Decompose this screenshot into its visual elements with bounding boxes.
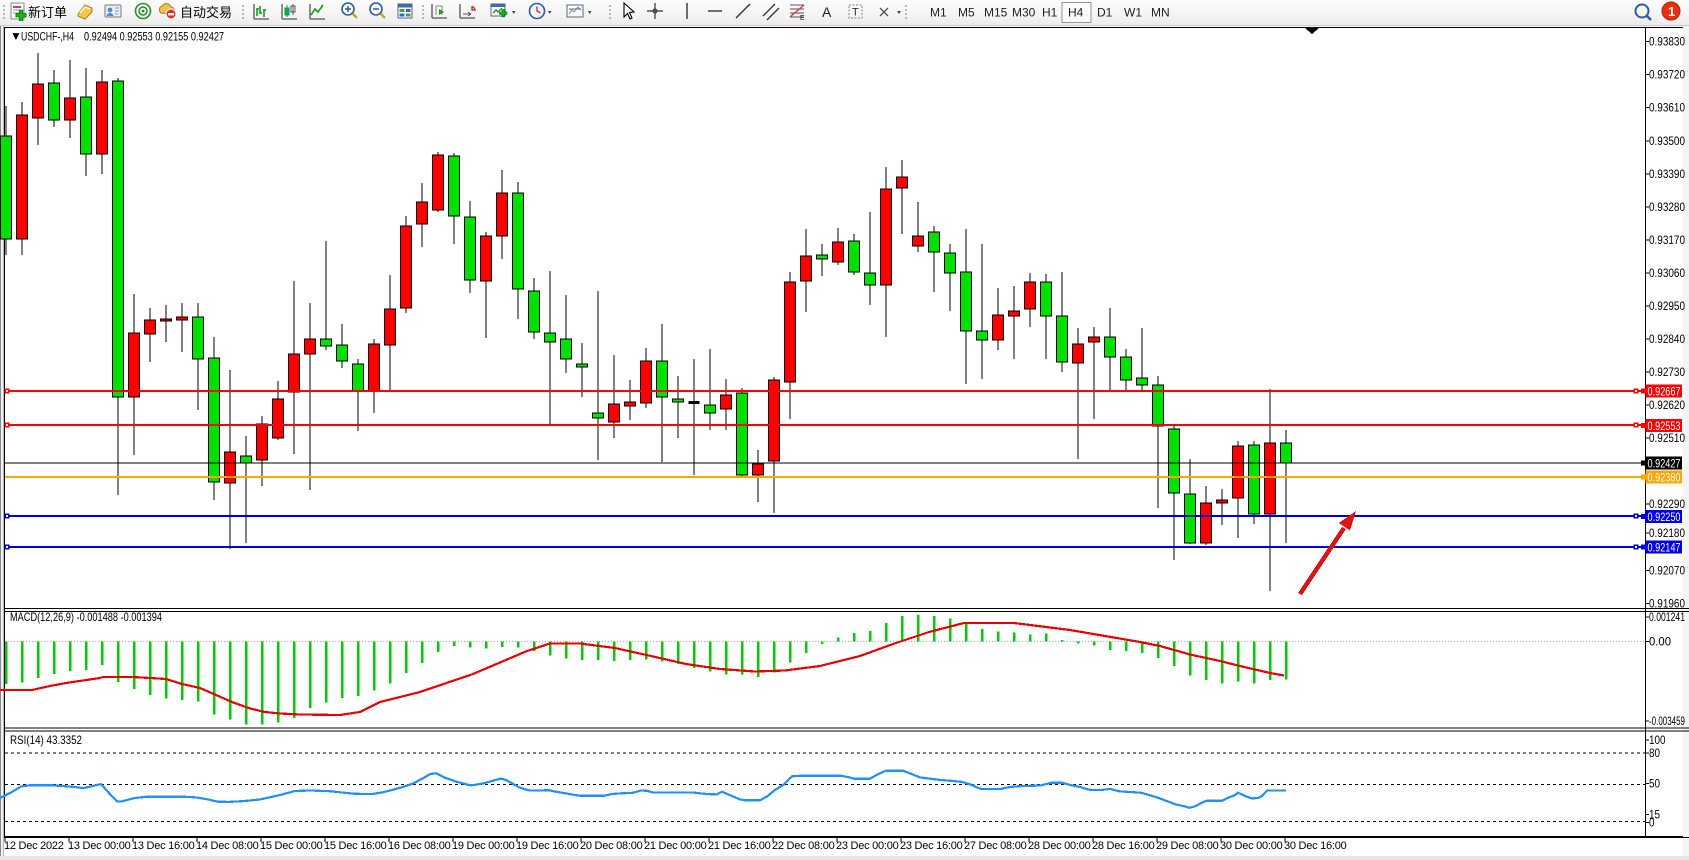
svg-text:0.91960: 0.91960 [1649,598,1685,610]
svg-text:21 Dec 00:00: 21 Dec 00:00 [644,840,707,852]
svg-text:0.001241: 0.001241 [1649,612,1685,624]
svg-text:0.92380: 0.92380 [1648,473,1681,485]
svg-text:0.92250: 0.92250 [1648,512,1681,524]
svg-text:RSI(14) 43.3352: RSI(14) 43.3352 [10,733,82,747]
svg-text:自动交易: 自动交易 [180,5,232,20]
svg-text:0.93060: 0.93060 [1649,268,1685,280]
svg-text:USDCHF-,H4: USDCHF-,H4 [21,30,74,44]
svg-text:0.93280: 0.93280 [1649,202,1685,214]
svg-text:0.93170: 0.93170 [1649,235,1685,247]
svg-text:22 Dec 08:00: 22 Dec 08:00 [772,840,835,852]
svg-text:50: 50 [1649,779,1660,791]
svg-text:13 Dec 16:00: 13 Dec 16:00 [132,840,195,852]
svg-text:H1: H1 [1042,6,1058,20]
svg-text:D1: D1 [1097,6,1113,20]
svg-text:M5: M5 [958,6,975,20]
svg-text:30 Dec 16:00: 30 Dec 16:00 [1284,840,1347,852]
svg-text:0.92070: 0.92070 [1649,565,1685,577]
svg-text:M1: M1 [930,6,947,20]
svg-text:16 Dec 08:00: 16 Dec 08:00 [388,840,451,852]
svg-text:27 Dec 08:00: 27 Dec 08:00 [964,840,1027,852]
svg-text:1: 1 [1668,4,1675,19]
svg-text:14 Dec 08:00: 14 Dec 08:00 [196,840,259,852]
svg-text:13 Dec 00:00: 13 Dec 00:00 [68,840,131,852]
svg-text:0.93830: 0.93830 [1649,37,1685,49]
svg-text:0.92553: 0.92553 [1648,421,1681,433]
svg-text:A: A [822,4,832,20]
svg-text:E: E [800,15,805,22]
svg-text:100: 100 [1649,735,1666,747]
svg-text:28 Dec 16:00: 28 Dec 16:00 [1092,840,1155,852]
svg-text:0.93500: 0.93500 [1649,136,1685,148]
svg-text:0.92494 0.92553 0.92155 0.9242: 0.92494 0.92553 0.92155 0.92427 [84,30,224,44]
svg-text:M15: M15 [984,6,1008,20]
svg-text:0.92147: 0.92147 [1648,543,1681,555]
svg-text:80: 80 [1649,748,1660,760]
svg-text:0.93390: 0.93390 [1649,169,1685,181]
svg-text:19 Dec 00:00: 19 Dec 00:00 [452,840,515,852]
svg-text:0.92620: 0.92620 [1649,400,1685,412]
svg-text:20 Dec 08:00: 20 Dec 08:00 [580,840,643,852]
svg-text:0.92667: 0.92667 [1648,387,1681,399]
svg-text:0.93610: 0.93610 [1649,103,1685,115]
svg-text:23 Dec 00:00: 23 Dec 00:00 [836,840,899,852]
svg-text:M30: M30 [1012,6,1036,20]
svg-text:0.92840: 0.92840 [1649,334,1685,346]
svg-text:0.92950: 0.92950 [1649,301,1685,313]
svg-text:0.92290: 0.92290 [1649,499,1685,511]
svg-text:19 Dec 16:00: 19 Dec 16:00 [516,840,579,852]
svg-text:H4: H4 [1068,6,1084,20]
svg-text:MN: MN [1151,6,1170,20]
svg-text:0.00: 0.00 [1649,637,1671,649]
svg-text:21 Dec 16:00: 21 Dec 16:00 [708,840,771,852]
svg-text:0.92510: 0.92510 [1649,433,1685,445]
svg-text:0.92427: 0.92427 [1648,459,1681,471]
svg-text:-0.003459: -0.003459 [1649,716,1685,728]
svg-text:23 Dec 16:00: 23 Dec 16:00 [900,840,963,852]
svg-text:T: T [852,7,859,19]
svg-text:15 Dec 00:00: 15 Dec 00:00 [260,840,323,852]
svg-text:15: 15 [1649,810,1660,822]
svg-text:W1: W1 [1124,6,1142,20]
svg-text:30 Dec 00:00: 30 Dec 00:00 [1220,840,1283,852]
svg-text:15 Dec 16:00: 15 Dec 16:00 [324,840,387,852]
svg-text:0.92180: 0.92180 [1649,528,1685,540]
svg-text:MACD(12,26,9) -0.001488 -0.001: MACD(12,26,9) -0.001488 -0.001394 [10,610,162,624]
svg-text:12 Dec 2022: 12 Dec 2022 [4,840,64,852]
svg-text:28 Dec 00:00: 28 Dec 00:00 [1028,840,1091,852]
svg-text:新订单: 新订单 [28,5,67,20]
svg-text:0: 0 [1649,818,1655,830]
svg-text:▼: ▼ [10,29,22,43]
svg-text:29 Dec 08:00: 29 Dec 08:00 [1156,840,1219,852]
svg-text:0.92730: 0.92730 [1649,367,1685,379]
svg-text:0.93720: 0.93720 [1649,70,1685,82]
